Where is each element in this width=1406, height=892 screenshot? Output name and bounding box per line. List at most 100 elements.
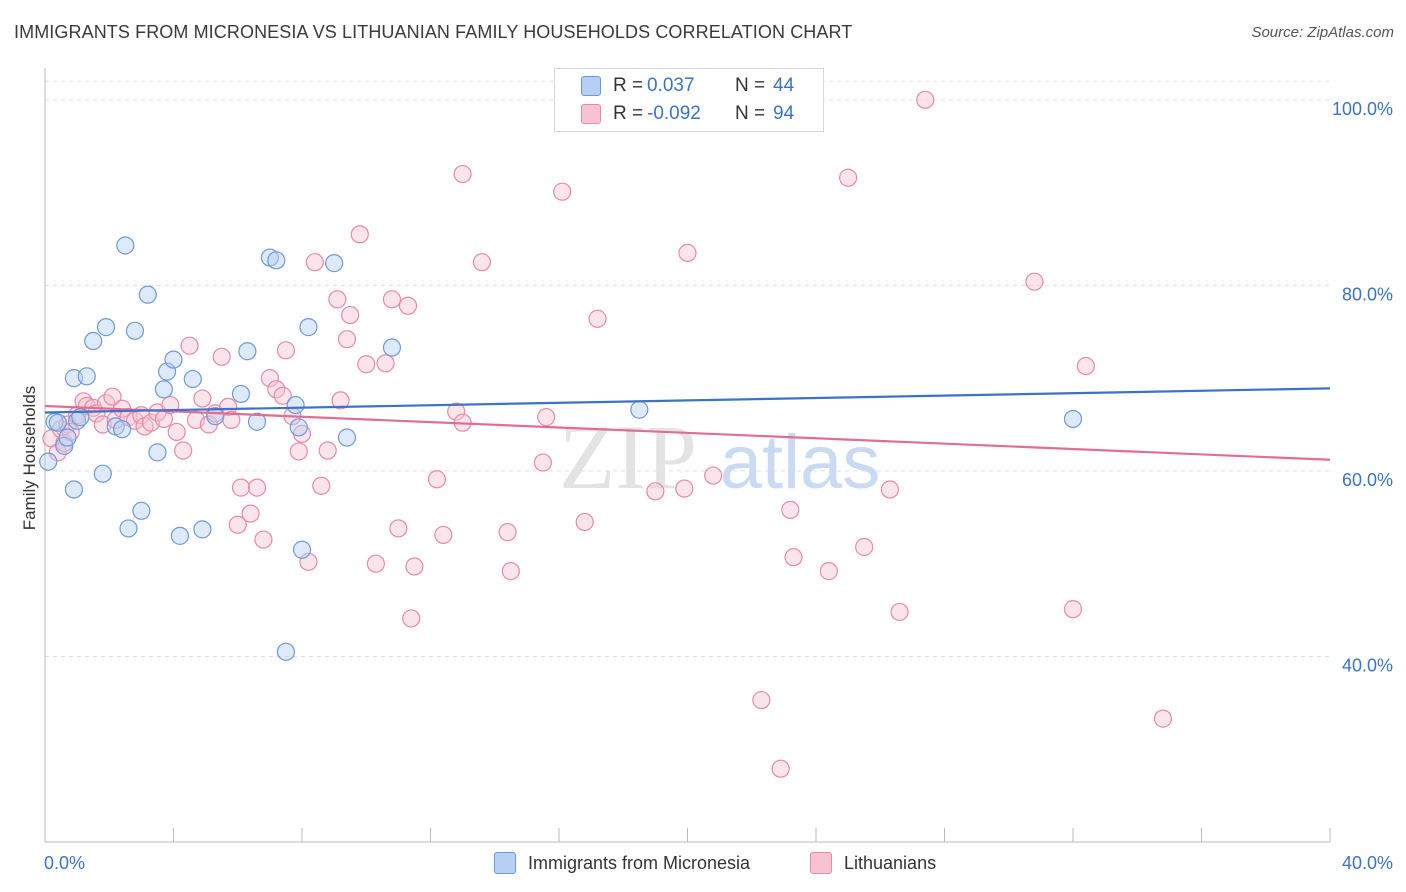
data-point-micronesia [247, 412, 267, 431]
data-point-lithuanians [575, 512, 594, 532]
legend-item-lithuanians[interactable]: Lithuanians [810, 852, 936, 874]
data-point-lithuanians [588, 309, 607, 328]
data-point-lithuanians [646, 482, 665, 501]
data-point-micronesia [299, 318, 318, 337]
r-value: 0.037 [647, 75, 695, 96]
data-point-micronesia [337, 428, 357, 447]
data-point-micronesia [267, 251, 286, 270]
data-point-micronesia [48, 413, 67, 432]
data-point-micronesia [276, 642, 296, 661]
data-point-micronesia [154, 380, 173, 399]
data-point-lithuanians [180, 336, 199, 355]
data-point-lithuanians [427, 470, 447, 489]
gridlines [45, 80, 1330, 657]
data-point-lithuanians [752, 690, 771, 710]
watermark: ZIP atlas [559, 406, 880, 508]
data-point-micronesia [77, 367, 96, 386]
data-point-micronesia [64, 480, 84, 499]
data-point-lithuanians [880, 480, 899, 499]
data-point-lithuanians [48, 443, 67, 462]
legend-swatch-pink [581, 104, 601, 124]
n-value: 94 [773, 103, 795, 124]
data-point-lithuanians [675, 479, 694, 498]
watermark-zip: ZIP [559, 406, 697, 508]
data-point-micronesia [116, 236, 135, 255]
data-point-lithuanians [784, 548, 803, 567]
data-point-lithuanians [103, 387, 122, 406]
data-point-lithuanians [501, 562, 520, 581]
n-value: 44 [773, 75, 795, 96]
data-point-lithuanians [890, 602, 909, 622]
data-point-micronesia [170, 526, 190, 545]
data-point-lithuanians [193, 389, 212, 408]
data-point-lithuanians [331, 391, 350, 410]
legend-swatch-blue [581, 76, 601, 96]
source-credit: Source: ZipAtlas.com [1251, 24, 1394, 41]
data-point-lithuanians [273, 386, 292, 405]
data-point-lithuanians [819, 562, 838, 581]
data-point-micronesia [325, 254, 344, 273]
data-point-lithuanians [678, 243, 697, 263]
data-point-lithuanians [1153, 709, 1173, 728]
axes [44, 68, 1331, 843]
data-point-lithuanians [771, 759, 790, 778]
data-point-lithuanians [247, 478, 267, 497]
data-point-micronesia [183, 369, 202, 389]
data-point-micronesia [132, 501, 151, 520]
data-point-lithuanians [167, 422, 186, 442]
data-point-lithuanians [704, 466, 723, 485]
data-point-lithuanians [254, 530, 273, 549]
data-point-micronesia [125, 321, 145, 340]
data-point-micronesia [112, 420, 132, 439]
data-point-lithuanians [305, 253, 324, 272]
data-point-lithuanians [389, 519, 408, 538]
r-value: -0.092 [647, 103, 701, 124]
series-lithuanians [42, 90, 1173, 778]
data-point-lithuanians [1063, 600, 1083, 619]
stats-legend: R = 0.037 N = 44 R = -0.092 N = 94 [554, 68, 824, 132]
data-point-lithuanians [405, 557, 424, 576]
r-label: R = [613, 103, 644, 124]
data-point-micronesia [193, 520, 212, 539]
tick-labels: 40.0% 60.0% 80.0% 100.0% 0.0% 40.0% [44, 99, 1393, 873]
data-point-lithuanians [318, 441, 337, 460]
data-point-lithuanians [341, 305, 360, 325]
legend-label: Immigrants from Micronesia [528, 852, 751, 873]
data-point-lithuanians [376, 354, 395, 373]
x-tick-label: 40.0% [1342, 853, 1393, 873]
legend-swatch-blue [494, 852, 516, 874]
data-point-micronesia [138, 285, 157, 304]
data-point-lithuanians [231, 478, 251, 497]
data-point-lithuanians [260, 369, 279, 388]
data-point-lithuanians [337, 330, 357, 349]
data-point-lithuanians [267, 380, 286, 399]
data-point-micronesia [148, 443, 167, 462]
data-point-micronesia [289, 418, 308, 437]
y-tick-label: 80.0% [1342, 284, 1393, 304]
chart-title: IMMIGRANTS FROM MICRONESIA VS LITHUANIAN… [14, 22, 853, 42]
legend-swatch-pink [810, 852, 832, 874]
trend-lines [44, 387, 1331, 461]
data-point-lithuanians [855, 537, 874, 557]
data-point-micronesia [96, 318, 116, 337]
data-point-micronesia [286, 395, 305, 415]
data-point-lithuanians [212, 347, 231, 366]
y-tick-label: 100.0% [1332, 99, 1393, 119]
data-point-lithuanians [328, 290, 347, 309]
data-point-micronesia [84, 331, 103, 351]
data-point-lithuanians [241, 504, 260, 523]
data-point-micronesia [93, 464, 112, 483]
data-point-lithuanians [174, 441, 193, 460]
data-point-micronesia [1063, 409, 1083, 429]
data-point-lithuanians [398, 296, 418, 315]
series-micronesia [39, 236, 1083, 661]
data-point-lithuanians [472, 253, 491, 272]
data-point-micronesia [39, 452, 58, 471]
data-point-micronesia [119, 519, 138, 538]
stats-row-micronesia: R = 0.037 N = 44 [555, 73, 823, 99]
n-label: N = [735, 103, 766, 124]
data-point-micronesia [382, 338, 402, 357]
y-tick-label: 60.0% [1342, 470, 1393, 490]
legend-item-micronesia[interactable]: Immigrants from Micronesia [494, 852, 750, 874]
